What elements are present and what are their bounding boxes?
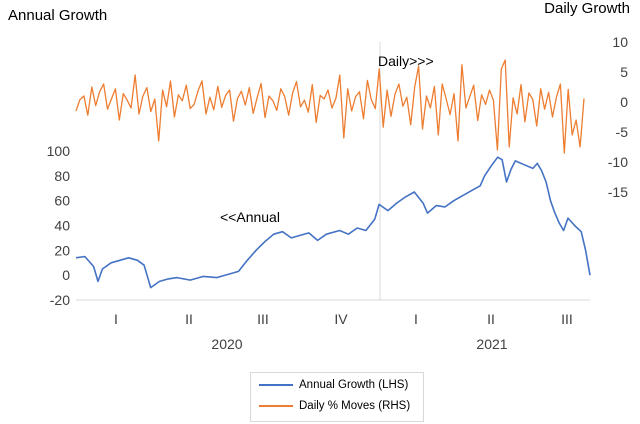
series-layer bbox=[75, 59, 591, 289]
quarter-label: III bbox=[257, 311, 269, 327]
right-axis-ticks: 10 5 0 -5 -10 -15 bbox=[608, 34, 628, 200]
left-tick-label: 100 bbox=[47, 143, 71, 159]
quarter-label: I bbox=[114, 311, 118, 327]
annual-growth-line bbox=[75, 156, 591, 289]
quarter-label: I bbox=[414, 311, 418, 327]
year-label: 2020 bbox=[211, 336, 242, 352]
left-tick-label: 0 bbox=[62, 267, 70, 283]
left-tick-label: 80 bbox=[54, 168, 70, 184]
left-tick-label: 20 bbox=[54, 242, 70, 258]
right-tick-label: -5 bbox=[616, 124, 629, 140]
right-tick-label: -15 bbox=[608, 184, 628, 200]
plot-frame bbox=[76, 42, 590, 301]
quarter-label: III bbox=[561, 311, 573, 327]
right-tick-label: -10 bbox=[608, 154, 628, 170]
right-axis-title: Daily Growth bbox=[544, 0, 630, 17]
daily-annotation: Daily>>> bbox=[378, 53, 434, 69]
quarter-label: IV bbox=[334, 311, 348, 327]
legend-label-annual: Annual Growth (LHS) bbox=[299, 379, 409, 391]
left-tick-label: -20 bbox=[50, 292, 70, 308]
left-axis-title: Annual Growth bbox=[8, 7, 107, 24]
legend-swatch-annual bbox=[259, 384, 293, 386]
right-tick-label: 0 bbox=[620, 94, 628, 110]
year-label: 2021 bbox=[476, 336, 507, 352]
legend-item-daily: Daily % Moves (RHS) bbox=[259, 400, 410, 412]
annual-annotation: <<Annual bbox=[220, 209, 280, 225]
legend-swatch-daily bbox=[259, 405, 293, 407]
quarter-label: II bbox=[185, 311, 193, 327]
legend-label-daily: Daily % Moves (RHS) bbox=[299, 400, 411, 412]
left-tick-label: 40 bbox=[54, 218, 70, 234]
right-tick-label: 10 bbox=[612, 34, 628, 50]
quarter-label: II bbox=[487, 311, 495, 327]
left-tick-label: 60 bbox=[54, 193, 70, 209]
legend: Annual Growth (LHS) Daily % Moves (RHS) bbox=[250, 372, 424, 422]
daily-moves-line bbox=[75, 59, 585, 154]
right-tick-label: 5 bbox=[620, 64, 628, 80]
left-axis-ticks: 100 80 60 40 20 0 -20 bbox=[47, 143, 71, 308]
legend-item-annual: Annual Growth (LHS) bbox=[259, 379, 408, 391]
